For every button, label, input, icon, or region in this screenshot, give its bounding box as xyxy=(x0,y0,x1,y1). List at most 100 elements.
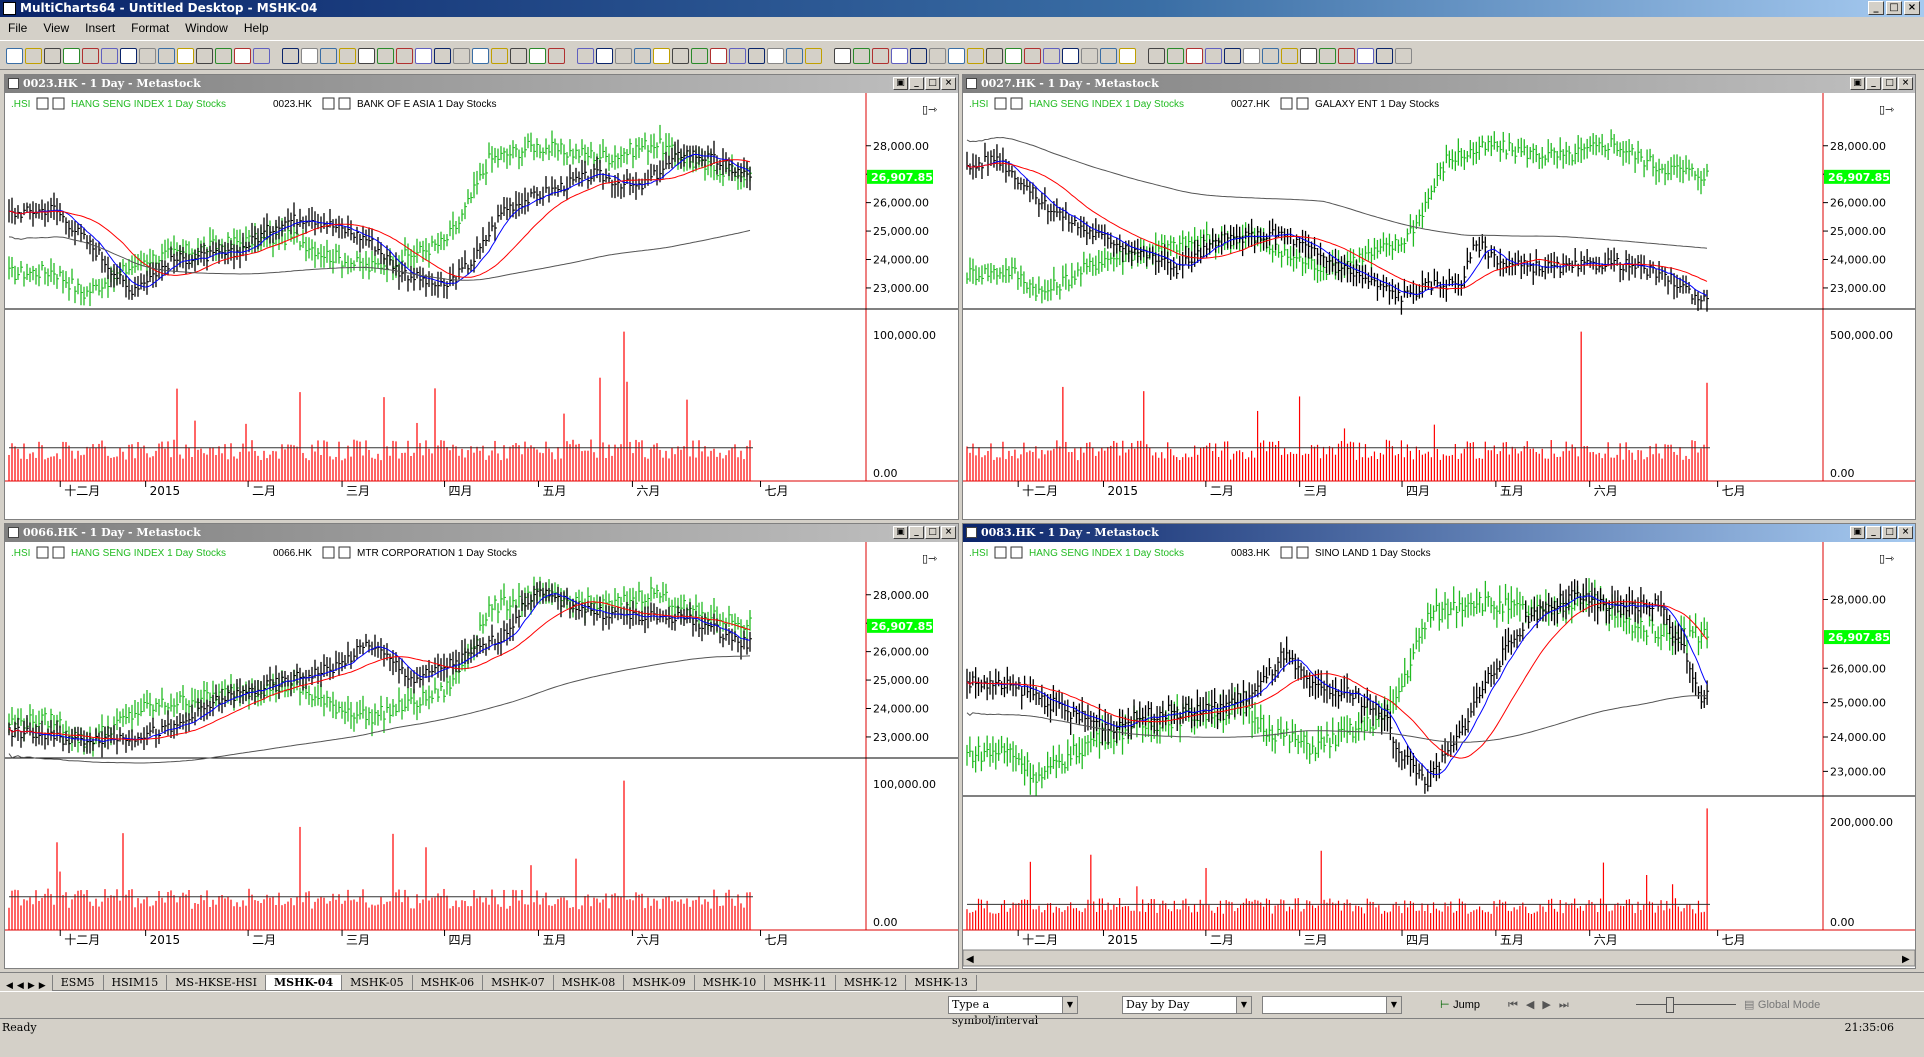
price-chart[interactable]: .HSI HANG SENG INDEX 1 Day Stocks 0083.HK S… xyxy=(963,542,1915,968)
pane-minimize-button[interactable]: _ xyxy=(1866,526,1881,539)
toolbar-icon[interactable] xyxy=(491,48,508,64)
toolbar-icon[interactable] xyxy=(196,48,213,64)
toolbar-icon[interactable] xyxy=(6,48,23,64)
menu-window[interactable]: Window xyxy=(185,21,228,35)
toolbar-icon[interactable] xyxy=(215,48,232,64)
pane-title-bar[interactable]: 0066.HK - 1 Day - Metastock ▣ _ □ × xyxy=(5,524,958,542)
toolbar-icon[interactable] xyxy=(82,48,99,64)
maximize-button[interactable]: □ xyxy=(1886,1,1902,15)
toolbar-icon[interactable] xyxy=(63,48,80,64)
toolbar-icon[interactable] xyxy=(786,48,803,64)
toolbar-icon[interactable] xyxy=(853,48,870,64)
minimize-button[interactable]: _ xyxy=(1868,1,1884,15)
price-chart[interactable]: .HSI HANG SENG INDEX 1 Day Stocks 0023.HK B… xyxy=(5,93,958,519)
price-chart[interactable]: .HSI HANG SENG INDEX 1 Day Stocks 0066.HK M… xyxy=(5,542,958,968)
price-chart[interactable]: .HSI HANG SENG INDEX 1 Day Stocks 0027.HK G… xyxy=(963,93,1915,519)
toolbar-icon[interactable] xyxy=(672,48,689,64)
toolbar-icon[interactable] xyxy=(1081,48,1098,64)
symbol-dropdown-icon[interactable] xyxy=(36,546,49,559)
pane-minimize-button[interactable]: _ xyxy=(909,526,924,539)
chart-options-icon[interactable]: ▯⇾ xyxy=(922,103,937,116)
toolbar-icon[interactable] xyxy=(44,48,61,64)
toolbar-icon[interactable] xyxy=(872,48,889,64)
toolbar-icon[interactable] xyxy=(1148,48,1165,64)
pane-close-button[interactable]: × xyxy=(941,77,956,90)
toolbar-icon[interactable] xyxy=(1281,48,1298,64)
menu-view[interactable]: View xyxy=(43,21,70,35)
chart-options-icon[interactable]: ▯⇾ xyxy=(1879,103,1894,116)
symbol-settings-icon[interactable] xyxy=(1010,97,1023,110)
toolbar-icon[interactable] xyxy=(177,48,194,64)
chart-pane-0066[interactable]: 0066.HK - 1 Day - Metastock ▣ _ □ × .HSI HAN… xyxy=(4,523,959,969)
pane-maximize-button[interactable]: □ xyxy=(1882,77,1897,90)
symbol-dropdown-icon[interactable] xyxy=(1280,546,1293,559)
toolbar-icon[interactable] xyxy=(1100,48,1117,64)
toolbar-icon[interactable] xyxy=(453,48,470,64)
close-button[interactable]: × xyxy=(1904,1,1920,15)
toolbar-icon[interactable] xyxy=(139,48,156,64)
symbol-dropdown-icon[interactable] xyxy=(322,97,335,110)
toolbar-icon[interactable] xyxy=(1376,48,1393,64)
symbol-settings-icon[interactable] xyxy=(1010,546,1023,559)
toolbar-icon[interactable] xyxy=(1262,48,1279,64)
toolbar-icon[interactable] xyxy=(729,48,746,64)
menu-help[interactable]: Help xyxy=(243,21,269,35)
toolbar-icon[interactable] xyxy=(101,48,118,64)
symbol-dropdown-icon[interactable] xyxy=(36,97,49,110)
toolbar-icon[interactable] xyxy=(891,48,908,64)
menu-file[interactable]: File xyxy=(8,21,28,35)
toolbar-icon[interactable] xyxy=(253,48,270,64)
toolbar-icon[interactable] xyxy=(339,48,356,64)
toolbar-icon[interactable] xyxy=(1186,48,1203,64)
toolbar-icon[interactable] xyxy=(548,48,565,64)
pane-title-bar[interactable]: 0023.HK - 1 Day - Metastock ▣ _ □ × xyxy=(5,75,958,93)
toolbar-icon[interactable] xyxy=(805,48,822,64)
toolbar-icon[interactable] xyxy=(748,48,765,64)
symbol-settings-icon[interactable] xyxy=(52,97,65,110)
toolbar-icon[interactable] xyxy=(282,48,299,64)
toolbar-icon[interactable] xyxy=(1300,48,1317,64)
pane-close-button[interactable]: × xyxy=(1898,526,1913,539)
pane-restore-icon[interactable]: ▣ xyxy=(1850,526,1865,539)
pane-maximize-button[interactable]: □ xyxy=(925,526,940,539)
toolbar-icon[interactable] xyxy=(634,48,651,64)
toolbar-icon[interactable] xyxy=(710,48,727,64)
toolbar-icon[interactable] xyxy=(1395,48,1412,64)
toolbar-icon[interactable] xyxy=(1043,48,1060,64)
toolbar-icon[interactable] xyxy=(834,48,851,64)
symbol-dropdown-icon[interactable] xyxy=(994,546,1007,559)
pane-minimize-button[interactable]: _ xyxy=(1866,77,1881,90)
toolbar-icon[interactable] xyxy=(615,48,632,64)
toolbar-icon[interactable] xyxy=(986,48,1003,64)
symbol-dropdown-icon[interactable] xyxy=(1280,97,1293,110)
toolbar-icon[interactable] xyxy=(301,48,318,64)
pane-close-button[interactable]: × xyxy=(1898,77,1913,90)
chart-options-icon[interactable]: ▯⇾ xyxy=(922,552,937,565)
toolbar-icon[interactable] xyxy=(1338,48,1355,64)
menu-format[interactable]: Format xyxy=(131,21,170,35)
chart-pane-0027[interactable]: 0027.HK - 1 Day - Metastock ▣ _ □ × .HSI HAN… xyxy=(962,74,1916,520)
pane-restore-icon[interactable]: ▣ xyxy=(893,526,908,539)
menu-insert[interactable]: Insert xyxy=(85,21,116,35)
symbol-settings-icon[interactable] xyxy=(1296,97,1309,110)
toolbar-icon[interactable] xyxy=(1005,48,1022,64)
toolbar-icon[interactable] xyxy=(158,48,175,64)
toolbar-icon[interactable] xyxy=(767,48,784,64)
toolbar-icon[interactable] xyxy=(1024,48,1041,64)
toolbar-icon[interactable] xyxy=(358,48,375,64)
pane-minimize-button[interactable]: _ xyxy=(909,77,924,90)
toolbar-icon[interactable] xyxy=(415,48,432,64)
toolbar-icon[interactable] xyxy=(948,48,965,64)
symbol-settings-icon[interactable] xyxy=(1296,546,1309,559)
toolbar-icon[interactable] xyxy=(691,48,708,64)
toolbar-icon[interactable] xyxy=(1062,48,1079,64)
toolbar-icon[interactable] xyxy=(577,48,594,64)
chart-pane-0083[interactable]: 0083.HK - 1 Day - Metastock ▣ _ □ × .HSI HAN… xyxy=(962,523,1916,969)
toolbar-icon[interactable] xyxy=(1167,48,1184,64)
pane-close-button[interactable]: × xyxy=(941,526,956,539)
toolbar-icon[interactable] xyxy=(120,48,137,64)
toolbar-icon[interactable] xyxy=(234,48,251,64)
pane-maximize-button[interactable]: □ xyxy=(925,77,940,90)
toolbar-icon[interactable] xyxy=(967,48,984,64)
toolbar-icon[interactable] xyxy=(472,48,489,64)
